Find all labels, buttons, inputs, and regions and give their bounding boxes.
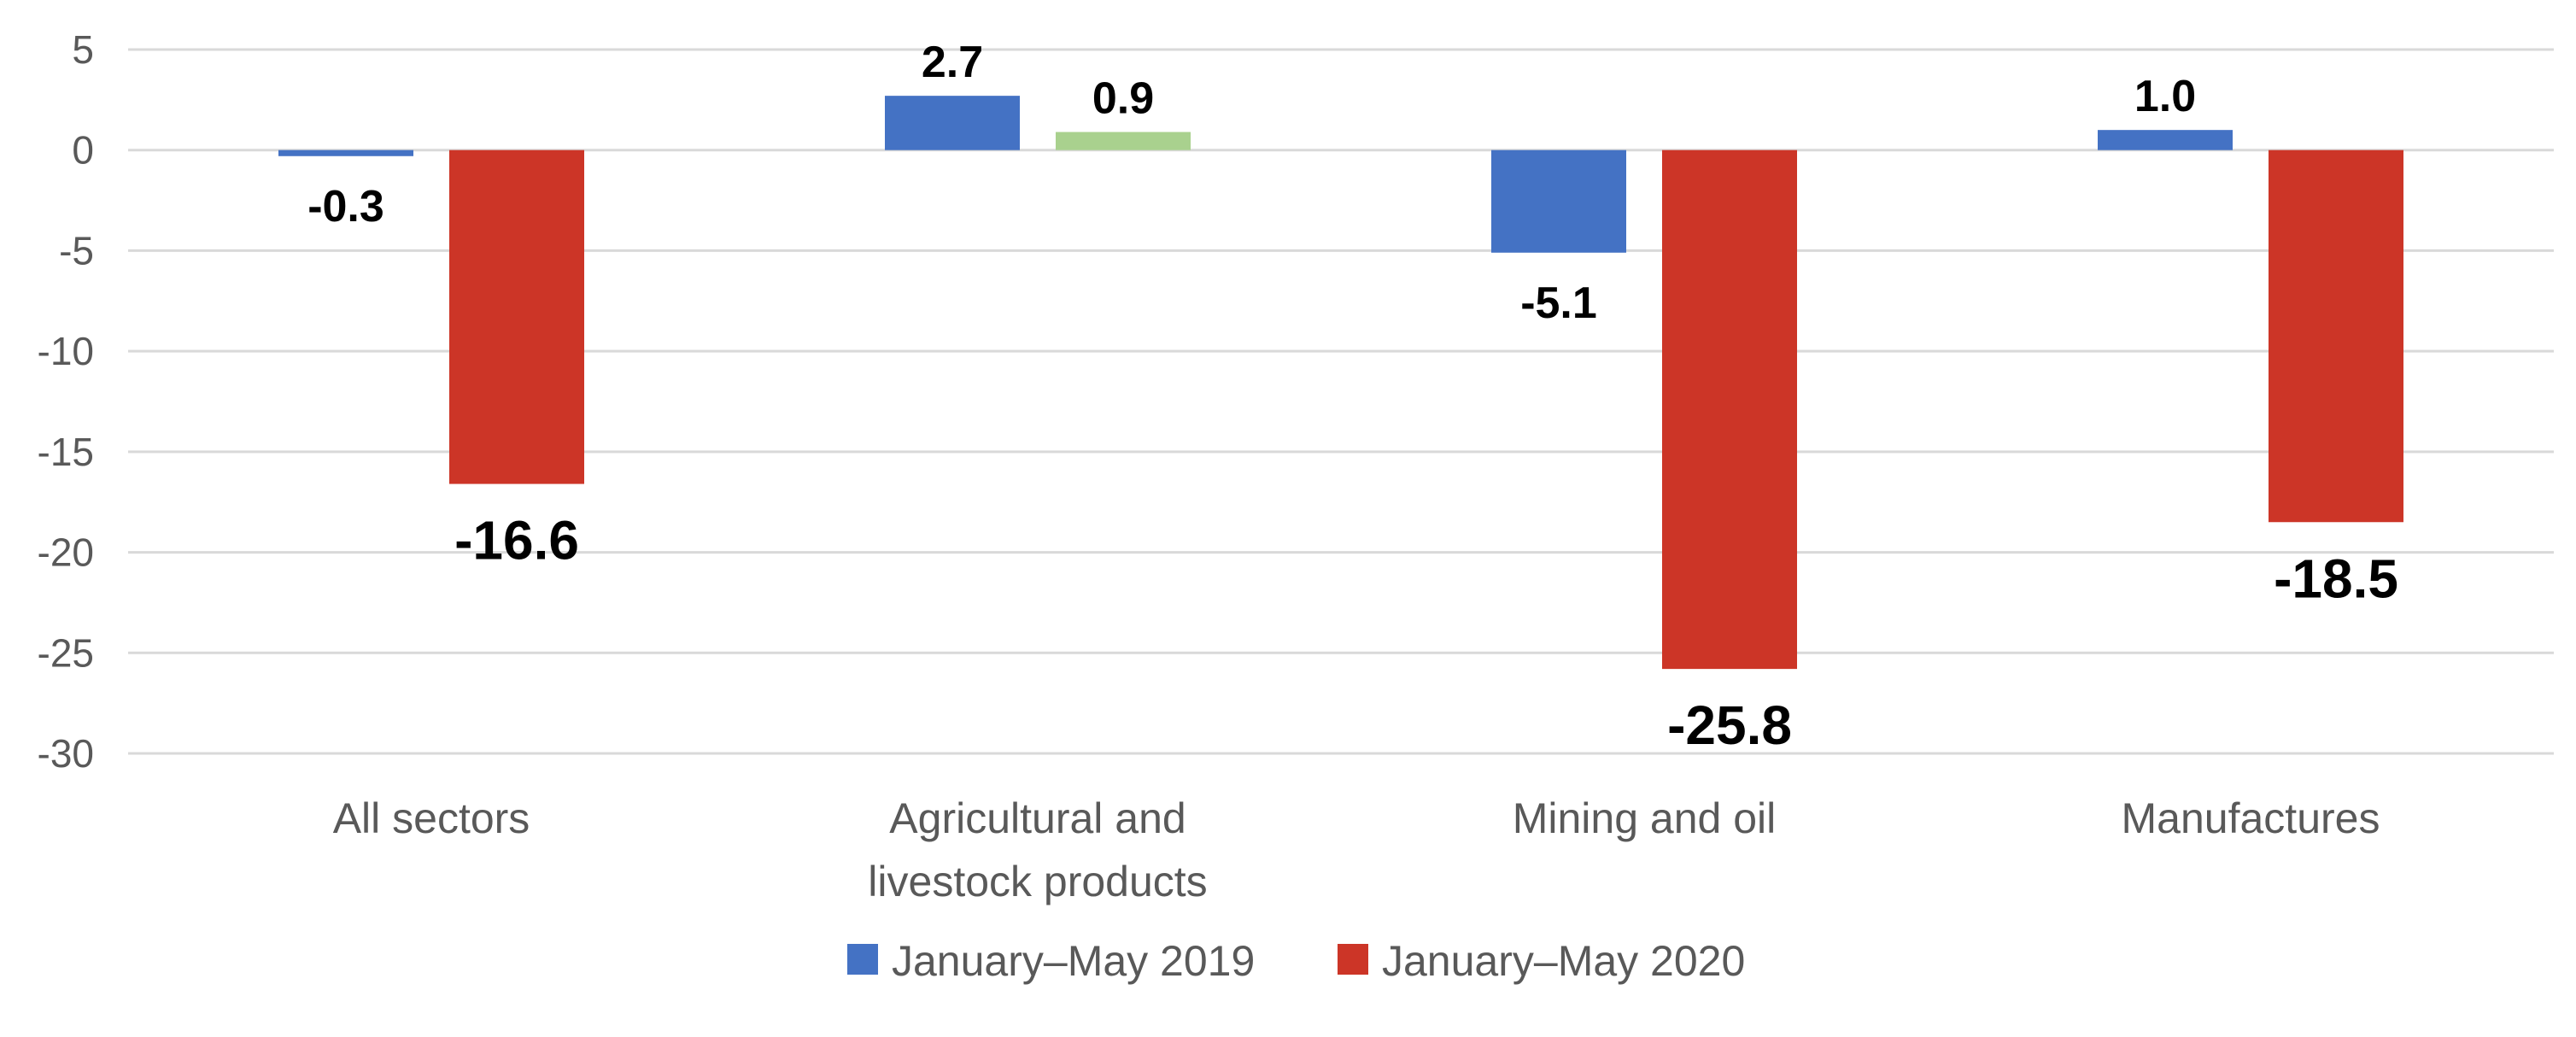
y-axis-tick-labels: 5 0 -5 -10 -15 -20 -25 -30: [38, 27, 94, 776]
y-tick-label: -25: [38, 630, 94, 675]
legend: January–May 2019 January–May 2020: [847, 937, 1745, 985]
bar-series1-3: [2098, 130, 2233, 150]
data-label-series1-2: -5.1: [1520, 278, 1597, 328]
data-label-series2-1: 0.9: [1092, 74, 1154, 124]
legend-swatch-series1: [847, 944, 878, 975]
legend-label-series1: January–May 2019: [892, 937, 1255, 985]
data-label-series2-3: -18.5: [2274, 548, 2398, 609]
y-tick-label: 5: [72, 27, 94, 72]
data-label-series2-2: -25.8: [1667, 694, 1792, 756]
data-label-series2-0: -16.6: [454, 510, 579, 571]
bar-series2-1: [1056, 132, 1191, 150]
legend-label-series2: January–May 2020: [1382, 937, 1745, 985]
y-tick-label: 0: [72, 128, 94, 173]
y-tick-label: -5: [59, 228, 94, 272]
category-label: All sectors: [333, 794, 530, 842]
bar-series2-3: [2269, 149, 2403, 523]
data-label-series1-1: 2.7: [922, 38, 983, 87]
y-tick-label: -30: [38, 731, 94, 776]
bars: [278, 96, 2403, 670]
legend-swatch-series2: [1338, 944, 1368, 975]
bar-series1-1: [885, 96, 1020, 150]
category-label: Agricultural and: [889, 794, 1186, 842]
y-tick-label: -20: [38, 530, 94, 575]
category-label: livestock products: [868, 858, 1207, 905]
bar-series2-0: [449, 149, 584, 484]
category-label: Manufactures: [2122, 794, 2380, 842]
data-labels: -0.3 -16.6 2.7 0.9 -5.1 -25.8 1.0 -18.5: [307, 38, 2398, 756]
bar-series1-0: [278, 149, 413, 156]
data-label-series1-3: 1.0: [2134, 72, 2196, 121]
bar-series2-2: [1662, 149, 1797, 670]
y-tick-label: -15: [38, 430, 94, 474]
y-tick-label: -10: [38, 329, 94, 373]
category-label: Mining and oil: [1513, 794, 1777, 842]
bar-series1-2: [1491, 149, 1626, 253]
category-labels: All sectors Agricultural and livestock pro…: [333, 794, 2380, 905]
data-label-series1-0: -0.3: [307, 182, 384, 231]
